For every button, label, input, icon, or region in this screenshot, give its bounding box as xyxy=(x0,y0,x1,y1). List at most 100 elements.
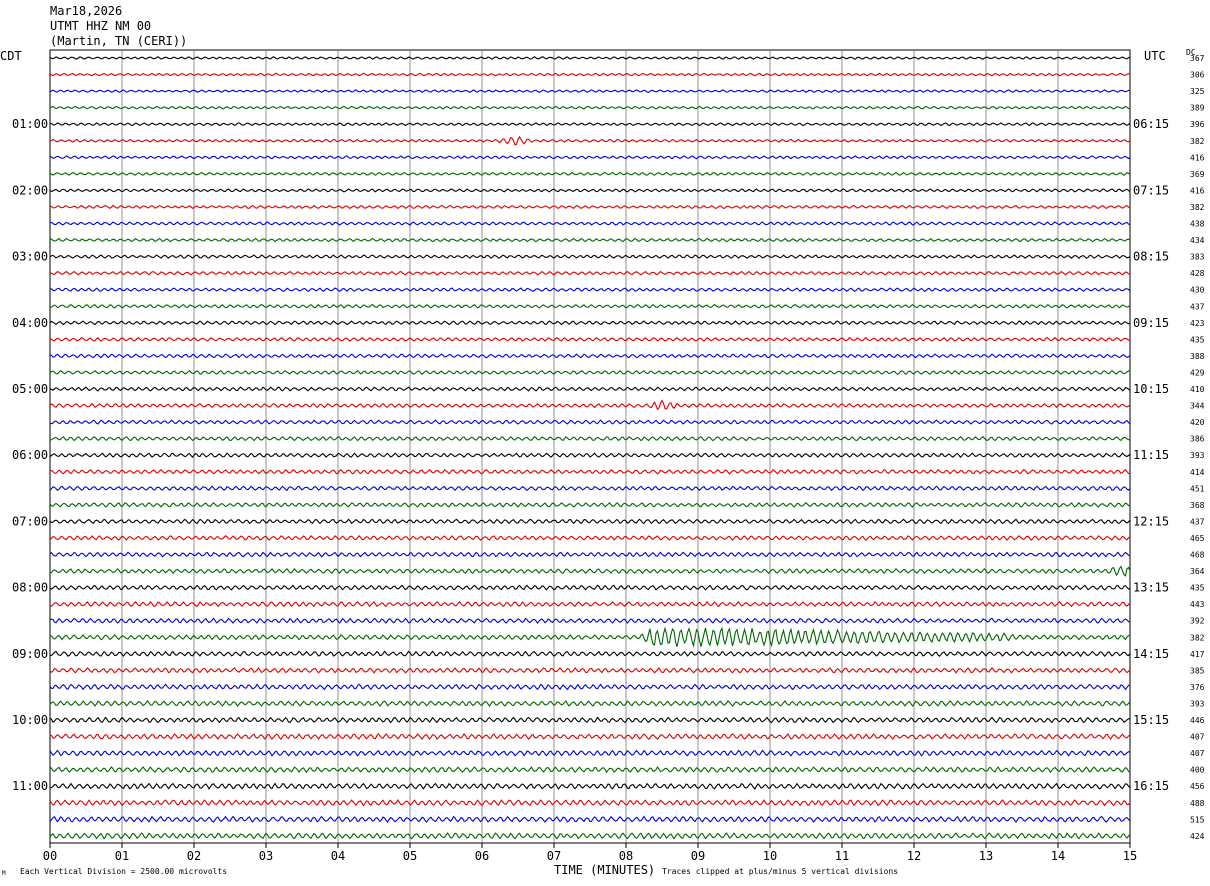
dc-offset-label: 465 xyxy=(1190,534,1205,543)
dc-offset-label: 382 xyxy=(1190,203,1205,212)
dc-offset-label: 430 xyxy=(1190,286,1205,295)
trace-line xyxy=(49,204,1131,210)
trace-line xyxy=(49,551,1131,558)
left-hour-label: 10:00 xyxy=(12,713,48,727)
dc-offset-label: 435 xyxy=(1190,335,1205,344)
x-tick-label: 15 xyxy=(1123,849,1137,863)
dc-offset-label: 382 xyxy=(1190,137,1205,146)
trace-line xyxy=(49,72,1131,77)
right-hour-label: 11:15 xyxy=(1133,448,1169,462)
right-hour-label: 09:15 xyxy=(1133,316,1169,330)
dc-offset-label: 407 xyxy=(1190,749,1205,758)
right-hour-label: 13:15 xyxy=(1133,581,1169,595)
dc-offset-label: 414 xyxy=(1190,468,1205,477)
trace-line xyxy=(49,369,1131,376)
clip-note: Traces clipped at plus/minus 5 vertical … xyxy=(662,867,899,876)
dc-offset-label: 437 xyxy=(1190,517,1205,526)
trace-line xyxy=(49,435,1131,442)
dc-offset-label: 410 xyxy=(1190,385,1205,394)
dc-offset-label: 429 xyxy=(1190,368,1205,377)
trace-line xyxy=(49,485,1131,492)
trace-line xyxy=(49,56,1131,60)
x-tick-label: 10 xyxy=(763,849,777,863)
station-location: (Martin, TN (CERI)) xyxy=(50,34,188,48)
trace-line xyxy=(49,799,1131,807)
trace-line xyxy=(49,565,1131,577)
trace-line xyxy=(49,626,1131,648)
trace-line xyxy=(49,683,1131,691)
x-axis-title: TIME (MINUTES) xyxy=(554,863,656,877)
right-hour-label: 16:15 xyxy=(1133,779,1169,793)
trace-line xyxy=(49,135,1131,146)
trace-line xyxy=(49,287,1131,293)
dc-offset-label: 393 xyxy=(1190,451,1205,460)
trace-line xyxy=(49,501,1131,508)
dc-offset-header: DC xyxy=(1186,48,1196,57)
dc-offset-label: 396 xyxy=(1190,120,1205,129)
trace-line xyxy=(49,386,1131,392)
dc-offset-label: 367 xyxy=(1190,54,1205,63)
right-hour-label: 07:15 xyxy=(1133,183,1169,197)
right-hour-label: 08:15 xyxy=(1133,250,1169,264)
dc-offset-label: 423 xyxy=(1190,319,1205,328)
trace-line xyxy=(49,419,1131,425)
trace-line xyxy=(49,452,1131,459)
dc-offset-label: 488 xyxy=(1190,799,1205,808)
left-hour-label: 03:00 xyxy=(12,250,48,264)
dc-offset-label: 468 xyxy=(1190,551,1205,560)
dc-offset-label: 325 xyxy=(1190,87,1205,96)
dc-offset-label: 382 xyxy=(1190,633,1205,642)
dc-offset-label: 438 xyxy=(1190,220,1205,229)
x-tick-label: 07 xyxy=(547,849,561,863)
trace-line xyxy=(49,667,1131,674)
x-tick-label: 04 xyxy=(331,849,345,863)
dc-offset-label: 392 xyxy=(1190,617,1205,626)
scale-note: Each Vertical Division = 2500.00 microvo… xyxy=(20,867,228,876)
trace-line xyxy=(49,468,1131,475)
left-hour-label: 01:00 xyxy=(12,117,48,131)
dc-offset-label: 368 xyxy=(1190,501,1205,510)
left-hour-label: 11:00 xyxy=(12,779,48,793)
trace-line xyxy=(49,105,1131,110)
left-hour-label: 04:00 xyxy=(12,316,48,330)
trace-line xyxy=(49,832,1131,840)
dc-offset-label: 388 xyxy=(1190,352,1205,361)
trace-line xyxy=(49,518,1131,525)
station-code: UTMT HHZ NM 00 xyxy=(50,19,152,33)
right-hour-label: 10:15 xyxy=(1133,382,1169,396)
dc-offset-label: 344 xyxy=(1190,402,1205,411)
trace-line xyxy=(49,716,1131,724)
trace-line xyxy=(49,320,1131,326)
trace-line xyxy=(49,221,1131,226)
dc-offset-label: 400 xyxy=(1190,766,1205,775)
x-tick-label: 14 xyxy=(1051,849,1065,863)
left-hour-label: 02:00 xyxy=(12,183,48,197)
dc-offset-label: 428 xyxy=(1190,269,1205,278)
dc-offset-label: 515 xyxy=(1190,815,1205,824)
right-hour-label: 06:15 xyxy=(1133,117,1169,131)
x-tick-label: 03 xyxy=(259,849,273,863)
trace-line xyxy=(49,122,1131,127)
dc-offset-label: 437 xyxy=(1190,302,1205,311)
left-hour-label: 08:00 xyxy=(12,581,48,595)
x-tick-label: 02 xyxy=(187,849,201,863)
dc-offset-label: 385 xyxy=(1190,666,1205,675)
dc-offset-label: 446 xyxy=(1190,716,1205,725)
dc-offset-label: 416 xyxy=(1190,153,1205,162)
x-tick-label: 06 xyxy=(475,849,489,863)
x-tick-label: 00 xyxy=(43,849,57,863)
trace-line xyxy=(49,237,1131,243)
dc-offset-label: 383 xyxy=(1190,253,1205,262)
plot-date: Mar18,2026 xyxy=(50,4,123,18)
dc-offset-label: 389 xyxy=(1190,104,1205,113)
trace-line xyxy=(49,254,1131,259)
x-tick-label: 12 xyxy=(907,849,921,863)
dc-offset-label: 306 xyxy=(1190,71,1205,80)
dc-offset-label: 369 xyxy=(1190,170,1205,179)
x-tick-label: 08 xyxy=(619,849,633,863)
trace-line xyxy=(49,188,1131,193)
trace-line xyxy=(49,155,1131,160)
dc-offset-label: 376 xyxy=(1190,683,1205,692)
x-tick-label: 01 xyxy=(115,849,129,863)
